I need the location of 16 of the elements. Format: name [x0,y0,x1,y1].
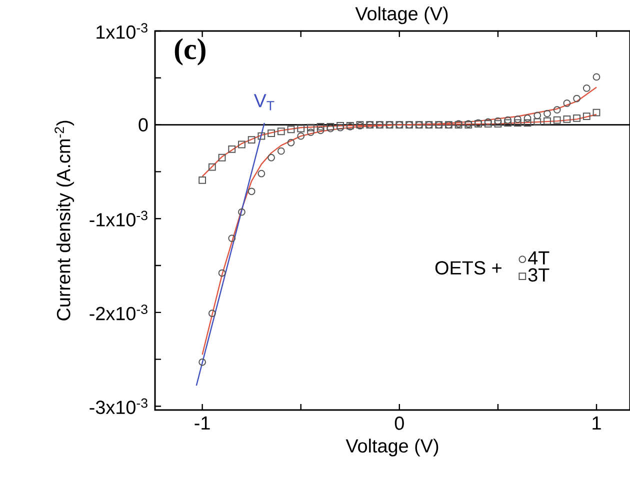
x-tick-label: 1 [592,416,601,430]
x-tick-label: -1 [194,416,210,430]
x-axis-title: Voltage (V) [346,438,438,456]
x-tick-label: 0 [394,416,404,430]
y-tick-label: -2x10$^{-3}$ [90,304,148,320]
legend-label: 4T [528,251,550,264]
y-tick-label: 1x10$^{-3}$ [96,23,148,39]
legend-label: 3T [528,268,550,282]
annotation: (c) [174,38,206,66]
y-tick-label: -3x10$^{-3}$ [90,398,148,414]
y-tick-label: 0 [138,118,148,132]
legend-title: OETS + [435,261,502,275]
y-axis-title: Current density (A.cm$^{-2}$) [54,120,74,320]
text: Voltage (V) [355,6,448,24]
annotation: V$_{T}$ [254,94,274,110]
y-tick-label: -1x10$^{-3}$ [90,210,148,226]
